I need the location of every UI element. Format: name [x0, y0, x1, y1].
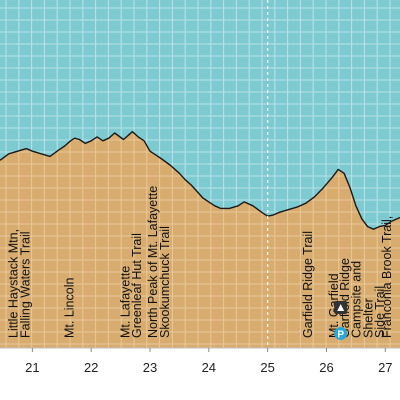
feature-labels: Little Haystack Mtn,Falling Waters Trail… [7, 186, 395, 338]
feature-label: Falling Waters Trail [18, 231, 32, 338]
x-tick-label: 23 [143, 360, 157, 375]
x-tick-label: 26 [319, 360, 333, 375]
feature-label: Franconia Brook Trail, [380, 216, 394, 338]
feature-label: Shelter [361, 298, 375, 338]
x-tick-label: 24 [202, 360, 216, 375]
axis-band [0, 348, 400, 400]
x-tick-label: 27 [378, 360, 392, 375]
feature-label: Skookumchuck Trail [158, 226, 172, 338]
feature-icons: P [334, 301, 348, 341]
feature-label: Garfield Ridge Trail [301, 231, 315, 338]
feature-label: Mt. Lincoln [63, 278, 77, 338]
x-tick-label: 25 [260, 360, 274, 375]
parking-icon-glyph: P [337, 330, 344, 341]
parking-icon: P [334, 327, 348, 341]
feature-label: North Peak of Mt. Lafayette [146, 186, 160, 338]
mile-dividers [0, 0, 400, 349]
x-tick-label: 22 [84, 360, 98, 375]
elevation-profile-line [0, 131, 400, 230]
x-axis: 21 22 23 24 25 26 27 [25, 348, 393, 375]
feature-label: Little Haystack Mtn, [7, 229, 21, 338]
campsite-icon [334, 301, 348, 314]
x-tick-label: 21 [25, 360, 39, 375]
feature-label: Garfield Ridge [338, 258, 352, 338]
feature-label: Side Trail [373, 286, 387, 338]
campsite-icon-tent [337, 304, 345, 311]
feature-label: Campsite and [350, 261, 364, 338]
feature-label: Mt. Lafayette [118, 266, 132, 338]
feature-label: Greenleaf Hut Trail [130, 233, 144, 338]
parking-icon-bg [334, 327, 348, 340]
